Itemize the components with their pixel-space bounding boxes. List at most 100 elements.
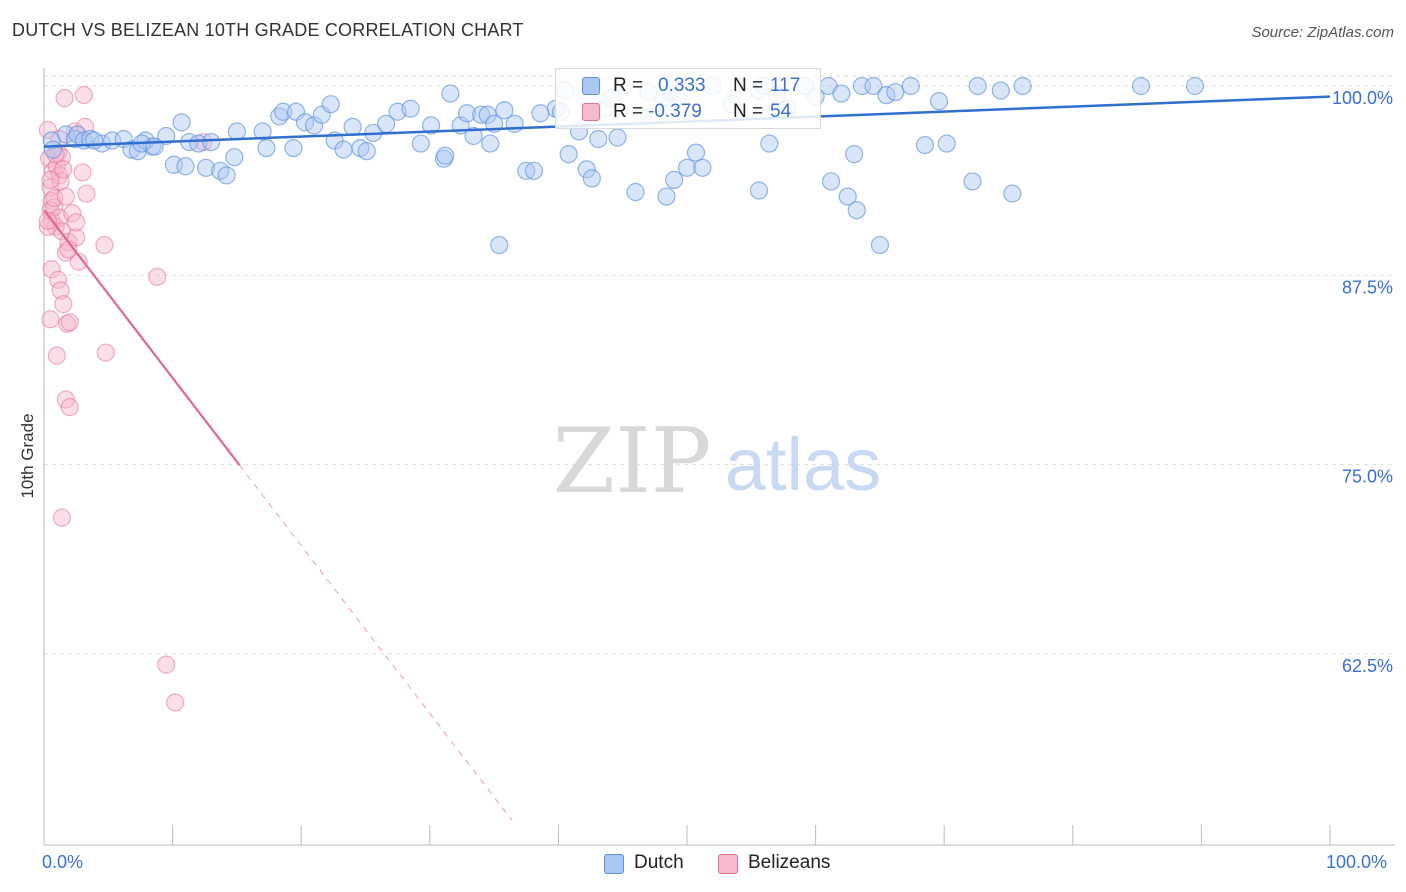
dutch-point	[608, 128, 627, 147]
belizean-point	[54, 160, 73, 179]
belizean-point	[73, 163, 92, 182]
dutch-point	[760, 134, 779, 153]
n-value: 54	[770, 101, 792, 122]
dutch-point	[495, 101, 514, 120]
dutch-point	[693, 158, 712, 177]
axes-layer	[43, 68, 1395, 846]
belizean-trend-line	[43, 209, 241, 466]
r-value: -0.379	[648, 101, 702, 122]
dutch-point	[334, 140, 353, 159]
dutch-point	[202, 132, 221, 152]
belizean-trend-extension	[239, 464, 513, 821]
dutch-point	[421, 116, 441, 135]
belizean-point	[148, 267, 167, 286]
dutch-point	[157, 126, 176, 146]
belizean-point	[45, 188, 64, 208]
dutch-point	[321, 95, 340, 114]
dutch-point	[886, 82, 905, 102]
dutch-point	[434, 149, 454, 168]
dutch-point	[577, 160, 596, 179]
belizean-point	[96, 343, 115, 362]
y-tick-label: 87.5%	[1342, 277, 1393, 297]
dutch-point	[436, 146, 455, 165]
dutch-point	[122, 140, 141, 159]
y-tick-label: 100.0%	[1332, 88, 1393, 108]
dutch-swatch	[582, 77, 600, 95]
dutch-point	[677, 158, 697, 177]
r-value: 0.333	[658, 75, 706, 96]
dutch-swatch	[604, 854, 624, 874]
dutch-point	[284, 139, 303, 158]
belizean-point	[69, 252, 88, 271]
dutch-point	[524, 161, 544, 180]
n-label: N =	[733, 101, 764, 122]
belizean-point	[63, 204, 82, 223]
dutch-point	[821, 172, 841, 191]
belizean-point	[74, 85, 93, 105]
dutch-point	[582, 169, 601, 188]
belizean-legend-label: Belizeans	[748, 852, 831, 873]
dutch-point	[472, 105, 491, 124]
r-label: R =	[613, 101, 644, 122]
dutch-point	[43, 140, 63, 159]
belizean-point	[42, 260, 61, 279]
dutch-points	[42, 76, 1205, 255]
dutch-point	[172, 113, 191, 132]
belizean-point	[95, 235, 114, 255]
dutch-point	[531, 104, 550, 123]
dutch-point	[441, 84, 460, 103]
belizean-point	[51, 281, 70, 300]
dutch-point	[832, 84, 851, 103]
watermark-zip: ZIP	[553, 409, 712, 514]
dutch-point	[164, 155, 183, 174]
dutch-point	[870, 235, 890, 255]
dutch-point	[968, 76, 987, 96]
dutch-point	[626, 182, 645, 202]
dutch-point	[665, 170, 684, 190]
dutch-point	[196, 158, 216, 177]
dutch-point	[1003, 184, 1022, 203]
belizean-point	[41, 170, 60, 190]
dutch-point	[257, 139, 276, 158]
dutch-point	[864, 76, 883, 96]
dutch-point	[559, 145, 578, 164]
grid-layer	[44, 75, 1395, 655]
dutch-point	[343, 117, 362, 136]
belizean-point	[38, 211, 57, 230]
dutch-point	[847, 201, 866, 220]
dutch-point	[490, 235, 509, 255]
belizean-point	[67, 213, 86, 232]
belizean-point	[166, 693, 185, 712]
belizean-point	[52, 508, 72, 527]
dutch-point	[589, 129, 608, 149]
y-tick-label: 75.0%	[1342, 467, 1393, 487]
n-label: N =	[733, 75, 764, 96]
dutch-point	[929, 92, 949, 111]
dutch-point	[963, 172, 982, 191]
dutch-point	[1013, 76, 1032, 96]
dutch-point	[901, 76, 920, 96]
belizean-point	[41, 310, 60, 329]
n-value: 117	[770, 75, 801, 96]
stats-legend: R = 0.333 N = 117 R = -0.379 N = 54	[555, 68, 821, 129]
dutch-point	[749, 181, 769, 200]
dutch-point	[1131, 76, 1151, 96]
dutch-point	[991, 81, 1010, 100]
watermark-atlas: atlas	[725, 423, 881, 506]
dutch-point	[227, 122, 246, 141]
dutch-point	[505, 114, 524, 133]
dutch-point	[1185, 76, 1205, 96]
source-credit: Source: ZipAtlas.com	[1251, 24, 1394, 41]
belizean-point	[47, 346, 66, 365]
dutch-legend-label: Dutch	[634, 852, 684, 873]
r-label: R =	[613, 75, 644, 96]
dutch-point	[845, 145, 864, 164]
dutch-point	[357, 142, 376, 161]
y-axis-label: 10th Grade	[18, 413, 37, 499]
x-tick-label-max: 100.0%	[1326, 852, 1388, 872]
dutch-point	[915, 135, 935, 155]
dutch-point	[217, 166, 236, 185]
dutch-point	[85, 131, 104, 150]
dutch-point	[457, 104, 477, 123]
